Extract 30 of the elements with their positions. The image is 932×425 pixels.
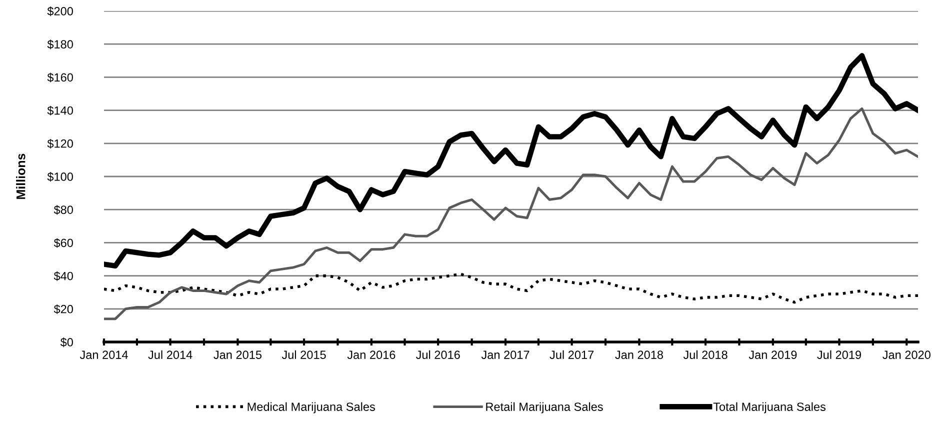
y-tick-label: $80	[54, 205, 73, 215]
y-tick-label: $0	[60, 338, 73, 348]
y-tick-label: $20	[54, 304, 73, 314]
x-tick-label: Jan 2020	[882, 350, 930, 360]
y-tick-label: $160	[47, 72, 73, 82]
y-tick-label: $200	[47, 6, 73, 16]
x-tick-label: Jan 2019	[748, 350, 797, 360]
y-axis-title: Millions	[16, 154, 26, 199]
x-tick-label: Jan 2018	[615, 350, 663, 360]
x-tick-label: Jul 2019	[817, 350, 861, 360]
legend-label: Total Marijuana Sales	[713, 402, 826, 414]
x-tick-label: Jan 2015	[214, 350, 262, 360]
line-series	[104, 272, 918, 304]
y-tick-label: $100	[47, 172, 73, 182]
x-tick-label: Jul 2015	[282, 350, 326, 360]
y-tick-label: $180	[47, 40, 73, 50]
x-tick-label: Jan 2014	[80, 350, 128, 360]
x-tick-label: Jan 2017	[481, 350, 530, 360]
legend-label: Medical Marijuana Sales	[248, 402, 375, 414]
x-tick-label: Jul 2018	[683, 350, 728, 360]
legend-label: Retail Marijuana Sales	[486, 402, 603, 414]
x-tick-label: Jan 2016	[347, 350, 396, 360]
x-tick-label: Jul 2016	[416, 350, 460, 360]
y-tick-label: $140	[47, 106, 73, 116]
y-tick-label: $120	[47, 138, 73, 148]
y-tick-label: $40	[54, 271, 73, 281]
x-tick-label: Jul 2017	[550, 350, 594, 360]
line-series	[104, 107, 918, 320]
x-tick-label: Jul 2014	[148, 350, 192, 360]
y-tick-label: $60	[54, 238, 73, 248]
